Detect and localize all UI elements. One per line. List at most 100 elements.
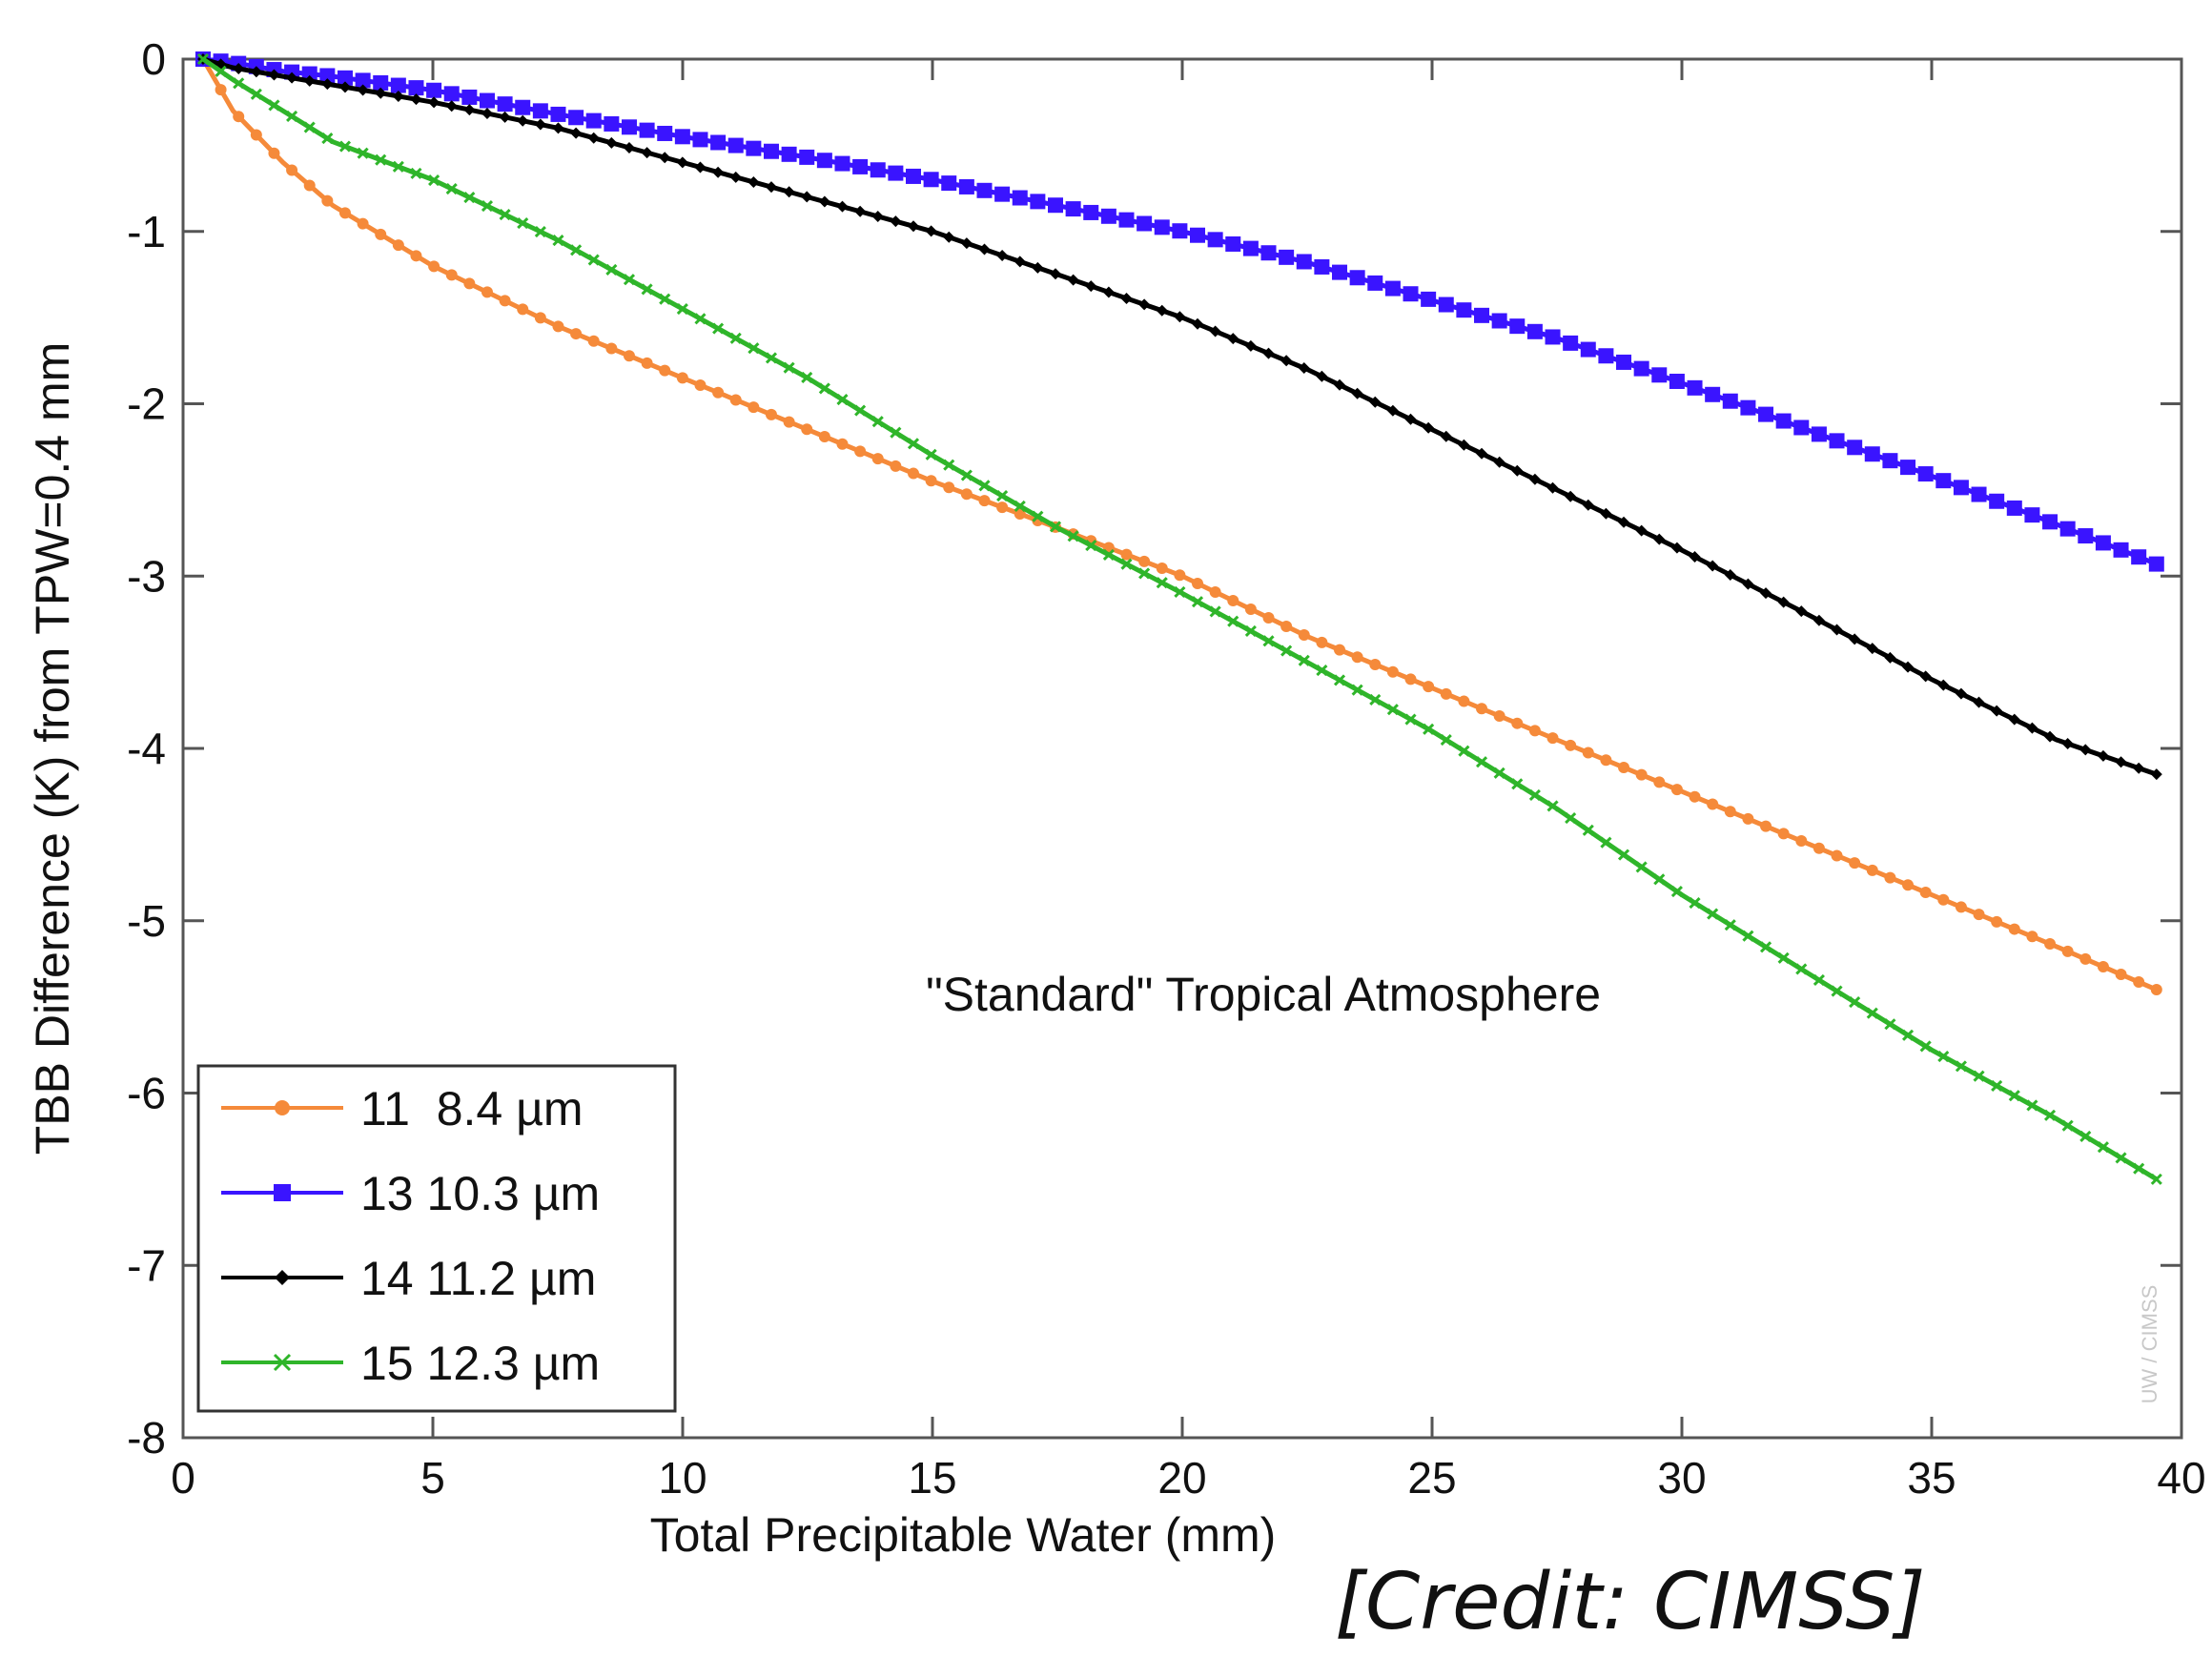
data-point — [641, 357, 653, 369]
data-point — [818, 382, 830, 395]
data-point — [1546, 732, 1559, 745]
data-point — [337, 70, 353, 86]
data-point — [2150, 768, 2162, 781]
data-point — [2097, 1141, 2109, 1154]
data-point — [585, 113, 602, 129]
data-point — [268, 99, 280, 112]
data-point — [1937, 679, 1950, 691]
data-point — [1172, 223, 1188, 239]
data-point — [1635, 524, 1648, 537]
data-point — [1174, 585, 1186, 599]
y-tick-label: 0 — [141, 34, 166, 84]
data-point — [1474, 307, 1490, 323]
data-point — [748, 175, 760, 188]
data-point — [783, 361, 795, 374]
data-point — [2061, 945, 2074, 957]
data-point — [319, 68, 336, 84]
data-point — [2061, 1119, 2074, 1132]
data-point — [978, 480, 991, 492]
data-point — [1423, 681, 1435, 693]
data-point — [783, 416, 795, 428]
data-point — [1386, 404, 1399, 417]
data-point — [1707, 560, 1719, 572]
data-point — [2150, 1173, 2162, 1185]
data-point — [1333, 674, 1346, 686]
data-point — [1724, 919, 1736, 931]
data-point — [338, 207, 351, 219]
data-point — [1192, 577, 1204, 589]
data-point — [888, 165, 904, 181]
data-point — [978, 243, 991, 256]
data-point — [534, 312, 546, 324]
data-point — [321, 133, 334, 145]
data-point — [1067, 530, 1079, 542]
data-point — [2115, 1152, 2127, 1164]
data-point — [854, 404, 867, 417]
data-point — [712, 386, 725, 399]
data-point — [799, 149, 815, 165]
data-point — [1511, 717, 1524, 729]
data-point — [552, 320, 564, 333]
data-point — [443, 86, 460, 102]
data-point — [499, 208, 511, 221]
data-point — [357, 217, 369, 230]
data-point — [1083, 204, 1099, 220]
data-point — [1670, 542, 1683, 554]
data-point — [301, 66, 317, 82]
data-point — [1012, 190, 1028, 206]
data-point — [2079, 1130, 2092, 1142]
data-point — [1937, 893, 1950, 906]
data-point — [978, 495, 991, 507]
data-point — [233, 63, 245, 75]
data-point — [1120, 548, 1133, 561]
data-point — [958, 178, 974, 194]
data-point — [2044, 730, 2057, 743]
data-point — [517, 114, 529, 127]
data-point — [1440, 734, 1452, 747]
data-point — [1509, 318, 1526, 335]
legend-label: 14 11.2 µm — [360, 1252, 596, 1305]
data-point — [1884, 871, 1896, 884]
data-point — [1919, 887, 1932, 899]
legend-item: 13 10.3 µm — [221, 1167, 600, 1220]
data-point — [1565, 490, 1577, 502]
data-point — [960, 469, 973, 481]
data-point — [1192, 317, 1204, 330]
data-point — [1369, 396, 1382, 408]
x-tick-label: 10 — [658, 1453, 707, 1503]
data-point — [1618, 761, 1630, 773]
data-point — [250, 66, 262, 78]
data-point — [1849, 633, 1861, 645]
data-point — [233, 111, 245, 123]
data-point — [1351, 684, 1363, 696]
data-point — [2115, 968, 2127, 980]
data-point — [659, 364, 671, 377]
data-point — [2026, 931, 2038, 943]
data-point — [515, 99, 531, 115]
data-point — [1280, 620, 1293, 632]
data-point — [1332, 264, 1348, 280]
data-point — [1065, 201, 1081, 217]
y-tick-label: -6 — [127, 1069, 166, 1118]
x-tick-label: 25 — [1407, 1453, 1456, 1503]
data-point — [783, 186, 795, 198]
data-point — [2148, 556, 2164, 572]
data-point — [587, 254, 600, 266]
data-point — [1493, 456, 1505, 468]
data-point — [392, 90, 404, 102]
data-point — [1156, 304, 1168, 317]
data-point — [1973, 696, 1985, 708]
data-point — [1563, 335, 1579, 351]
data-point — [250, 88, 262, 100]
data-point — [1633, 360, 1649, 377]
data-point — [1207, 232, 1223, 248]
data-point — [550, 106, 566, 122]
data-point — [1742, 578, 1754, 590]
data-point — [233, 77, 245, 90]
data-point — [1724, 806, 1736, 818]
data-point — [463, 277, 476, 290]
data-point — [871, 453, 884, 465]
data-point — [1600, 836, 1612, 849]
data-point — [2008, 1090, 2020, 1102]
y-tick-label: -5 — [127, 896, 166, 946]
